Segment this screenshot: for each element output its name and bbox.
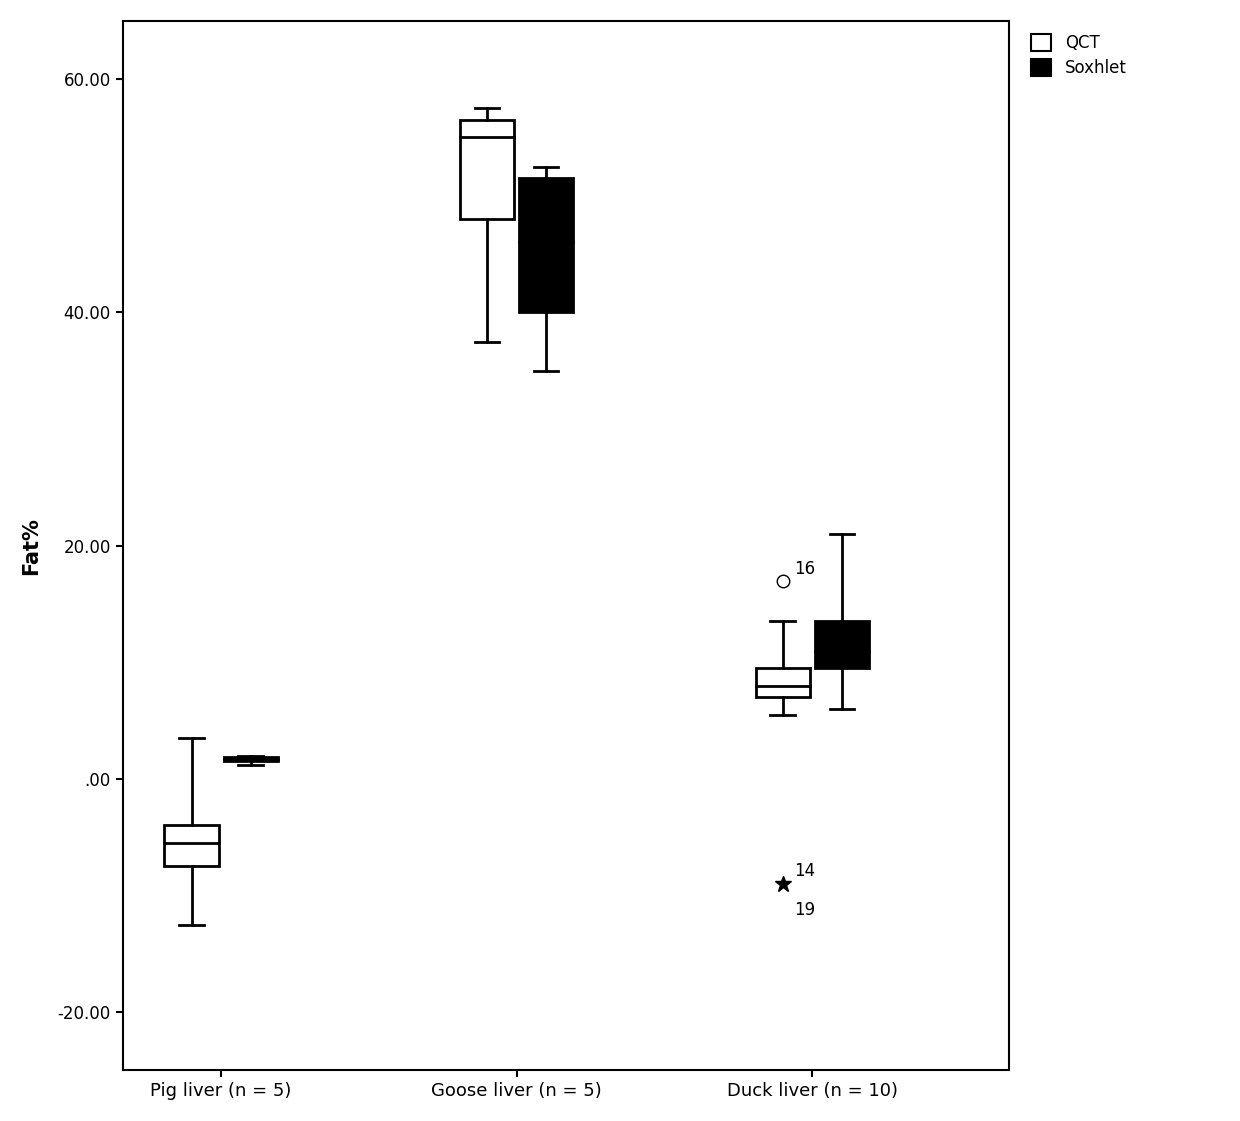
Bar — [460, 120, 515, 219]
Legend: QCT, Soxhlet: QCT, Soxhlet — [1027, 29, 1132, 82]
Text: 19: 19 — [795, 901, 816, 919]
Text: 16: 16 — [795, 560, 816, 578]
Bar — [755, 668, 810, 697]
Y-axis label: Fat%: Fat% — [21, 517, 41, 575]
Bar — [165, 825, 218, 867]
Bar — [520, 178, 573, 313]
Text: 14: 14 — [795, 862, 816, 880]
Bar — [815, 621, 869, 668]
Bar — [223, 758, 278, 761]
